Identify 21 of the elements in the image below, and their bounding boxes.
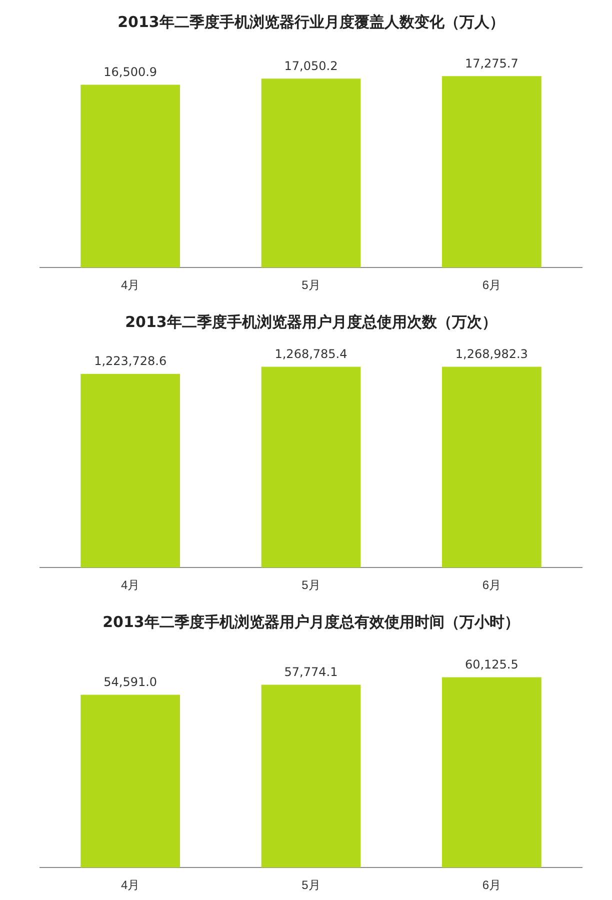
x-tick-label: 4月 [120,278,140,292]
x-tick-label: 5月 [302,878,320,892]
data-label: 17,050.2 [284,58,338,73]
x-tick-label: 6月 [482,578,502,592]
chart-title: 2013年二季度手机浏览器行业月度覆盖人数变化（万人） [118,12,504,31]
chart-title: 2013年二季度手机浏览器用户月度总使用次数（万次） [125,312,497,331]
x-tick-label: 4月 [120,878,140,892]
data-label: 54,591.0 [104,674,158,689]
data-label: 57,774.1 [284,664,338,679]
x-tick-label: 6月 [482,878,502,892]
data-label: 16,500.9 [104,64,158,79]
x-tick-label: 5月 [302,278,320,292]
x-tick-label: 4月 [120,578,140,592]
data-label: 1,268,982.3 [455,346,528,361]
x-tick-label: 6月 [482,278,502,292]
data-label: 17,275.7 [464,56,518,70]
data-label: 60,125.5 [464,657,518,672]
data-label: 1,268,785.4 [274,346,348,361]
x-tick-label: 5月 [302,578,320,592]
data-label: 1,223,728.6 [94,354,167,368]
chart-title: 2013年二季度手机浏览器用户月度总有效使用时间（万小时） [102,612,520,631]
